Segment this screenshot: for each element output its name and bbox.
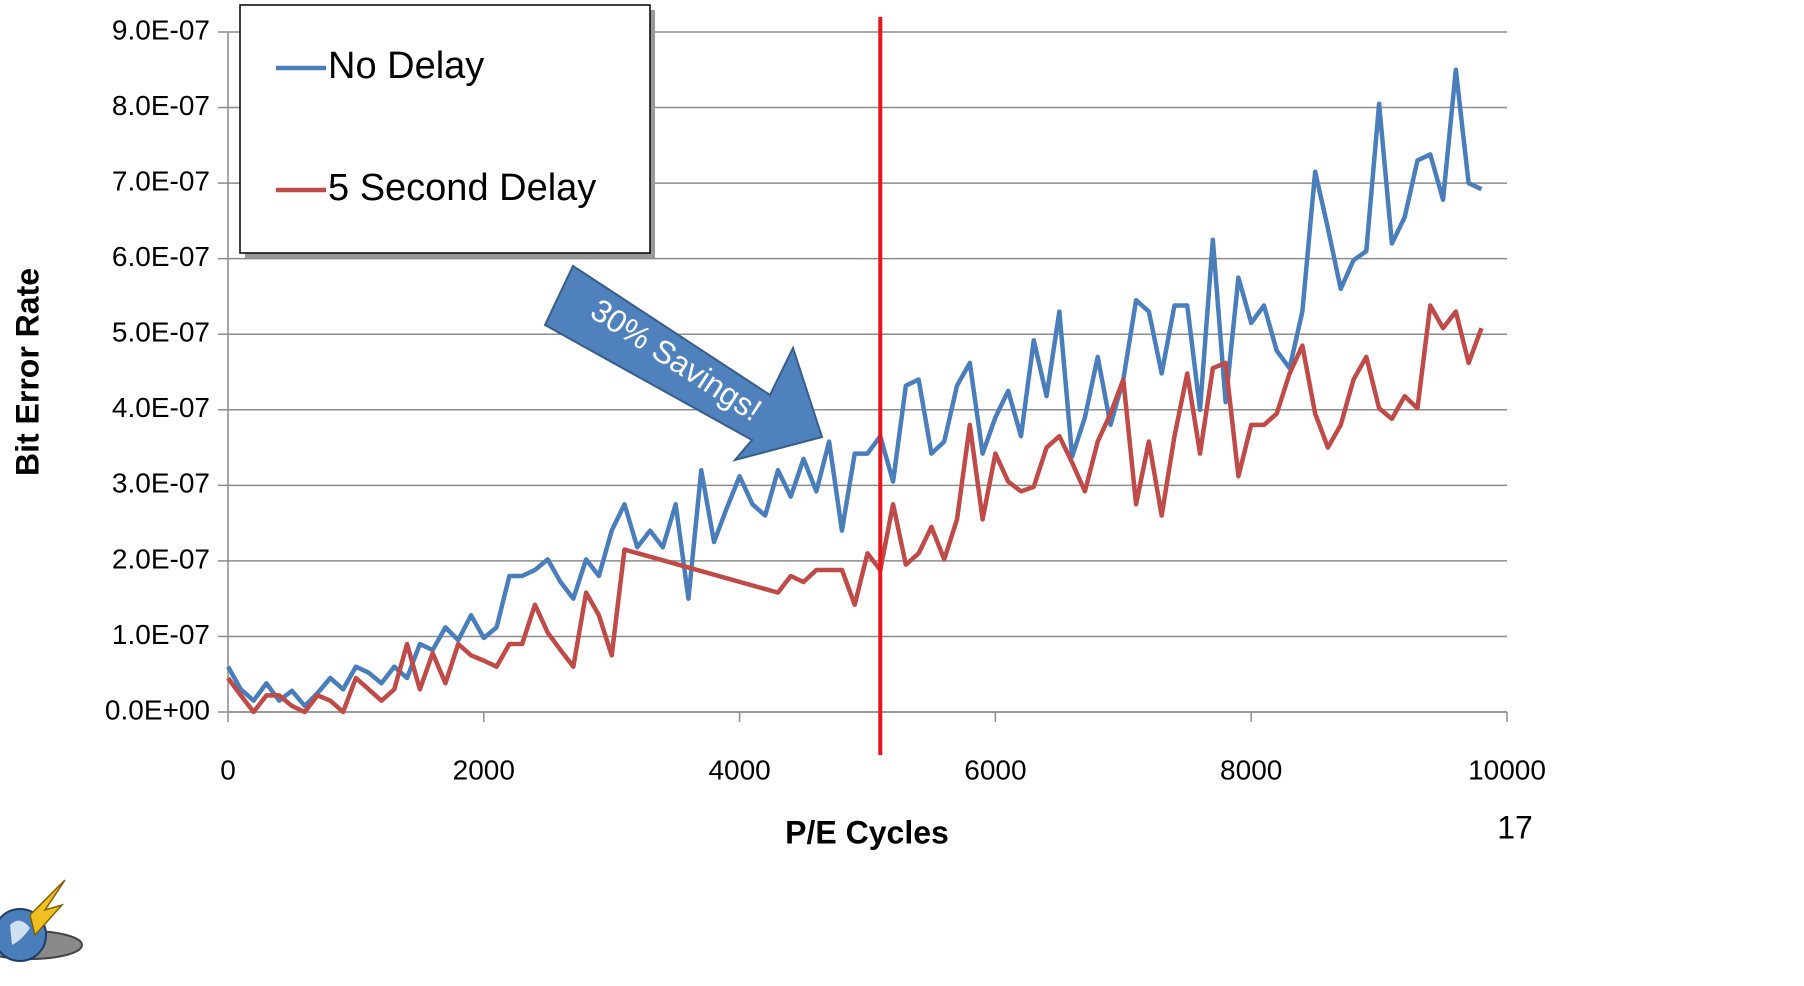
y-tick-label: 7.0E-07 <box>112 166 210 197</box>
x-tick-label: 2000 <box>453 754 515 785</box>
series-line <box>226 67 1483 709</box>
logo <box>0 879 83 962</box>
page-number: 17 <box>1497 809 1533 845</box>
y-tick-label: 9.0E-07 <box>112 14 210 45</box>
x-tick-label: 8000 <box>1220 754 1282 785</box>
annotation-arrow <box>543 264 824 462</box>
legend-box <box>239 4 651 254</box>
y-tick-label: 3.0E-07 <box>112 468 210 499</box>
legend-label: 5 Second Delay <box>328 167 596 209</box>
legend-label: No Delay <box>328 45 484 87</box>
y-tick-label: 0.0E+00 <box>105 694 210 725</box>
x-axis-title: P/E Cycles <box>785 814 949 850</box>
y-tick-label: 1.0E-07 <box>112 619 210 650</box>
x-tick-label: 4000 <box>708 754 770 785</box>
y-tick-label: 8.0E-07 <box>112 90 210 121</box>
y-tick-label: 2.0E-07 <box>112 543 210 574</box>
series-line <box>226 303 1484 715</box>
x-tick-label: 0 <box>220 754 236 785</box>
y-tick-label: 6.0E-07 <box>112 241 210 272</box>
x-tick-label: 6000 <box>964 754 1026 785</box>
x-tick-label: 10000 <box>1468 754 1546 785</box>
y-tick-label: 5.0E-07 <box>112 317 210 348</box>
y-axis-title: Bit Error Rate <box>9 268 45 476</box>
y-tick-label: 4.0E-07 <box>112 392 210 423</box>
